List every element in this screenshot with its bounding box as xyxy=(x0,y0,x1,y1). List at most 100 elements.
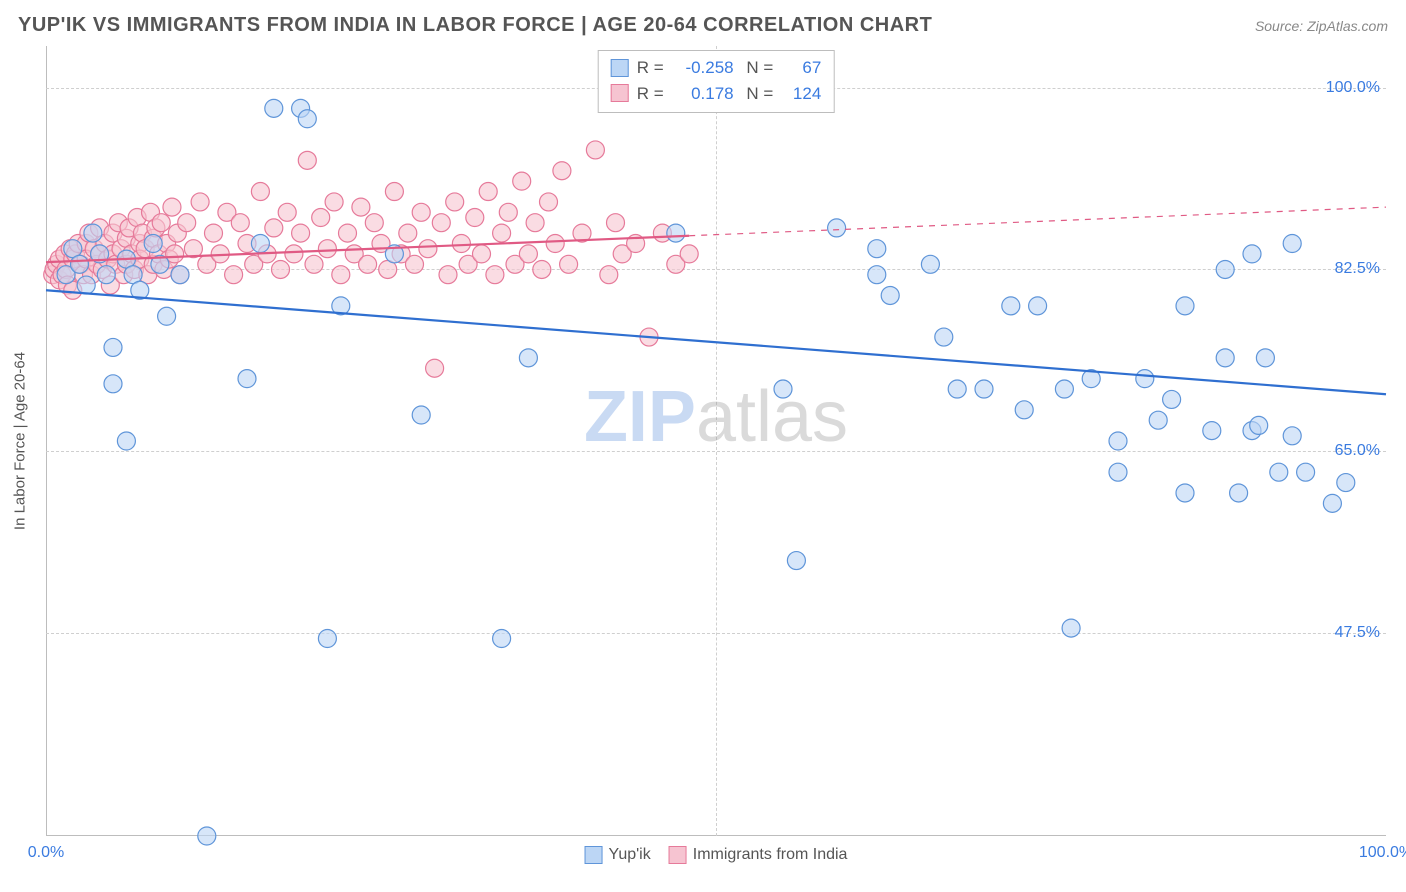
data-point xyxy=(1283,427,1301,445)
data-point xyxy=(305,255,323,273)
plot-area: In Labor Force | Age 20-64 47.5%65.0%82.… xyxy=(46,46,1386,836)
data-point xyxy=(493,630,511,648)
trend-line-dashed xyxy=(689,207,1386,236)
data-point xyxy=(519,245,537,263)
data-point xyxy=(975,380,993,398)
data-point xyxy=(466,209,484,227)
data-point xyxy=(499,203,517,221)
data-point xyxy=(1109,463,1127,481)
chart-source: Source: ZipAtlas.com xyxy=(1255,18,1388,34)
data-point xyxy=(560,255,578,273)
data-point xyxy=(473,245,491,263)
stats-legend: R = -0.258 N = 67 R = 0.178 N = 124 xyxy=(598,50,835,113)
chart-title: YUP'IK VS IMMIGRANTS FROM INDIA IN LABOR… xyxy=(18,14,932,37)
y-axis-label: In Labor Force | Age 20-64 xyxy=(12,352,29,530)
data-point xyxy=(546,235,564,253)
data-point xyxy=(600,266,618,284)
data-point xyxy=(406,255,424,273)
data-point xyxy=(432,214,450,232)
data-point xyxy=(84,224,102,242)
data-point xyxy=(191,193,209,211)
data-point xyxy=(285,245,303,263)
data-point xyxy=(272,260,290,278)
stat-N-blue: 67 xyxy=(781,55,821,81)
data-point xyxy=(198,827,216,845)
data-point xyxy=(251,235,269,253)
data-point xyxy=(1243,245,1261,263)
data-point xyxy=(318,630,336,648)
stat-R-label-2: R = xyxy=(637,81,664,107)
data-point xyxy=(553,162,571,180)
data-point xyxy=(828,219,846,237)
data-point xyxy=(1283,235,1301,253)
data-point xyxy=(868,266,886,284)
data-point xyxy=(667,224,685,242)
data-point xyxy=(1176,297,1194,315)
data-point xyxy=(399,224,417,242)
data-point xyxy=(1136,370,1154,388)
swatch-pink-2 xyxy=(669,846,687,864)
data-point xyxy=(171,266,189,284)
data-point xyxy=(1149,411,1167,429)
data-point xyxy=(332,266,350,284)
data-point xyxy=(352,198,370,216)
data-point xyxy=(1055,380,1073,398)
data-point xyxy=(1297,463,1315,481)
data-point xyxy=(513,172,531,190)
data-point xyxy=(104,375,122,393)
data-point xyxy=(1230,484,1248,502)
stat-N-pink: 124 xyxy=(781,81,821,107)
data-point xyxy=(1203,422,1221,440)
stat-R-label: R = xyxy=(637,55,664,81)
series-legend: Yup'ik Immigrants from India xyxy=(585,846,848,864)
swatch-pink xyxy=(611,84,629,102)
data-point xyxy=(921,255,939,273)
data-point xyxy=(868,240,886,258)
stat-R-pink: 0.178 xyxy=(672,81,734,107)
data-point xyxy=(1250,416,1268,434)
swatch-blue xyxy=(611,59,629,77)
data-point xyxy=(446,193,464,211)
legend-label-blue: Yup'ik xyxy=(609,846,651,864)
data-point xyxy=(158,307,176,325)
data-point xyxy=(533,260,551,278)
data-point xyxy=(325,193,343,211)
data-point xyxy=(412,406,430,424)
data-point xyxy=(1163,390,1181,408)
data-point xyxy=(680,245,698,263)
data-point xyxy=(117,432,135,450)
data-point xyxy=(298,151,316,169)
data-point xyxy=(412,203,430,221)
data-point xyxy=(935,328,953,346)
data-point xyxy=(265,219,283,237)
stat-R-blue: -0.258 xyxy=(672,55,734,81)
data-point xyxy=(452,235,470,253)
stats-row-pink: R = 0.178 N = 124 xyxy=(611,81,822,107)
data-point xyxy=(178,214,196,232)
data-point xyxy=(1270,463,1288,481)
stat-N-label-2: N = xyxy=(742,81,774,107)
data-point xyxy=(152,214,170,232)
data-point xyxy=(493,224,511,242)
data-point xyxy=(419,240,437,258)
header: YUP'IK VS IMMIGRANTS FROM INDIA IN LABOR… xyxy=(18,14,1388,37)
data-point xyxy=(231,214,249,232)
data-point xyxy=(881,286,899,304)
data-point xyxy=(607,214,625,232)
data-point xyxy=(1216,349,1234,367)
data-point xyxy=(265,99,283,117)
swatch-blue-2 xyxy=(585,846,603,864)
data-point xyxy=(318,240,336,258)
data-point xyxy=(439,266,457,284)
data-point xyxy=(97,266,115,284)
data-point xyxy=(1337,474,1355,492)
data-point xyxy=(526,214,544,232)
data-point xyxy=(359,255,377,273)
data-point xyxy=(104,338,122,356)
data-point xyxy=(1323,494,1341,512)
data-point xyxy=(540,193,558,211)
data-point xyxy=(426,359,444,377)
data-point xyxy=(479,183,497,201)
data-point xyxy=(278,203,296,221)
data-point xyxy=(1109,432,1127,450)
